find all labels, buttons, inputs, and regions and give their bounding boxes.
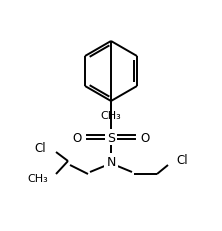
Text: N: N bbox=[106, 155, 116, 168]
Text: O: O bbox=[140, 131, 149, 144]
Text: CH₃: CH₃ bbox=[101, 110, 121, 121]
Text: Cl: Cl bbox=[34, 141, 46, 154]
Text: CH₃: CH₃ bbox=[27, 173, 48, 183]
Text: S: S bbox=[107, 131, 115, 144]
Text: Cl: Cl bbox=[176, 154, 188, 167]
Text: O: O bbox=[73, 131, 82, 144]
